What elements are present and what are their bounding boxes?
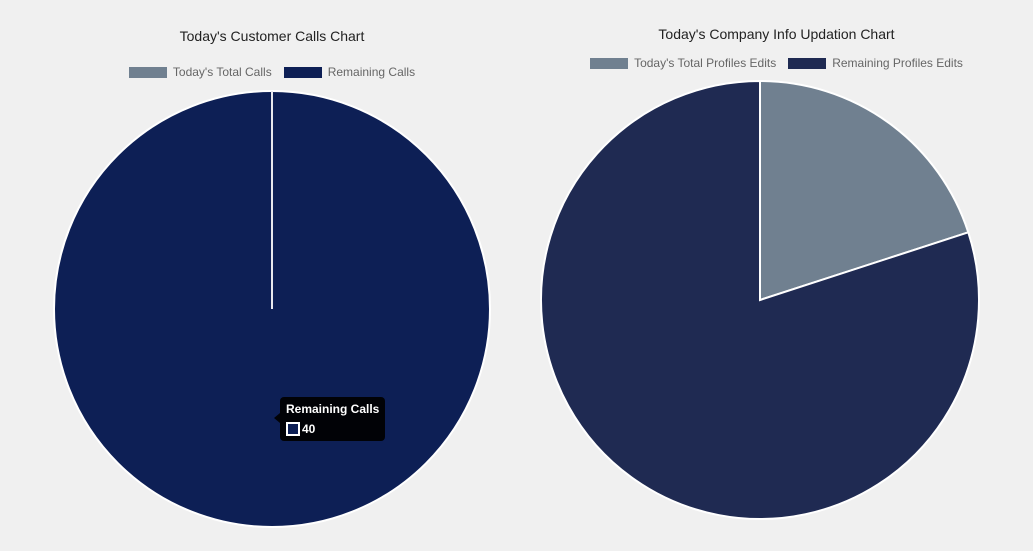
chart-legend: Today's Total Calls Remaining Calls (0, 65, 544, 79)
tooltip-swatch (286, 422, 300, 436)
legend-swatch-remaining-profile-edits (788, 57, 827, 69)
customer-calls-pie[interactable] (0, 0, 544, 551)
company-info-updation-chart: Today's Company Info Updation Chart Toda… (520, 0, 1033, 551)
tooltip-title: Remaining Calls (286, 402, 380, 416)
tooltip-value: 40 (302, 422, 316, 436)
legend-swatch-total-profile-edits (590, 57, 629, 69)
legend-item-total-calls[interactable]: Today's Total Calls (128, 65, 272, 79)
legend-label-remaining-profile-edits: Remaining Profiles Edits (832, 56, 963, 70)
legend-label-total-calls: Today's Total Calls (172, 65, 272, 79)
chart-title: Today's Company Info Updation Chart (658, 26, 895, 42)
legend-item-remaining-profile-edits[interactable]: Remaining Profiles Edits (788, 56, 963, 70)
legend-swatch-total-calls (128, 66, 167, 78)
legend-item-total-profile-edits[interactable]: Today's Total Profiles Edits (590, 56, 776, 70)
slice-remaining-profile-edits[interactable] (540, 79, 980, 520)
chart-title: Today's Customer Calls Chart (179, 28, 365, 44)
legend-item-remaining-calls[interactable]: Remaining Calls (283, 65, 416, 79)
company-info-pie[interactable] (520, 0, 1033, 551)
customer-calls-chart: Today's Customer Calls Chart Today's Tot… (0, 0, 544, 551)
slice-total-profile-edits[interactable] (759, 79, 970, 302)
chart-legend: Today's Total Profiles Edits Remaining P… (520, 56, 1033, 70)
legend-label-total-profile-edits: Today's Total Profiles Edits (634, 56, 777, 70)
legend-label-remaining-calls: Remaining Calls (327, 65, 416, 79)
legend-swatch-remaining-calls (283, 66, 322, 78)
chart-tooltip: Remaining Calls 40 (273, 397, 386, 441)
